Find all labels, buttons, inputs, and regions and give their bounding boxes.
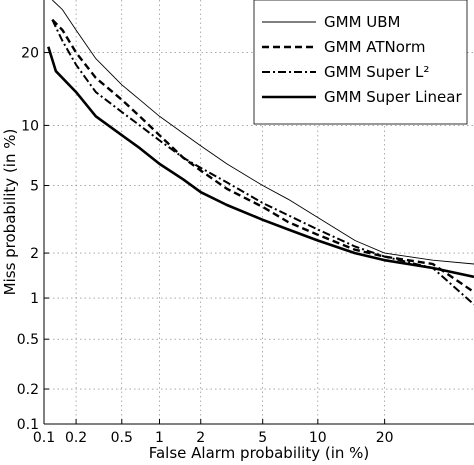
y-tick-label: 20 — [21, 46, 39, 62]
series-line — [47, 46, 474, 279]
legend-box — [253, 0, 468, 125]
x-tick-label: 0.1 — [33, 430, 55, 446]
series-line — [51, 19, 474, 306]
y-tick-label: 5 — [30, 179, 39, 195]
legend-label: GMM Super L² — [324, 63, 429, 81]
y-tick-label: 1 — [30, 291, 39, 307]
y-tick-label: 0.2 — [17, 382, 39, 398]
legend: GMM UBM GMM ATNorm GMM Super L² GMM Super L… — [253, 0, 468, 125]
y-axis-title: Miss probability (in %) — [1, 129, 19, 296]
x-tick-label: 10 — [309, 430, 327, 446]
y-tick-label: 2 — [30, 246, 39, 262]
y-tick-label: 0.5 — [17, 332, 39, 348]
series-group — [47, 0, 474, 306]
x-tick-label: 0.2 — [65, 430, 87, 446]
grid — [44, 0, 474, 424]
x-tick-label: 20 — [376, 430, 394, 446]
legend-label: GMM ATNorm — [324, 38, 425, 56]
legend-label: GMM UBM — [324, 13, 401, 31]
series-line — [51, 18, 474, 294]
y-tick-label: 10 — [21, 118, 39, 134]
x-tick-label: 1 — [155, 430, 164, 446]
y-tick-label: 0.1 — [17, 417, 39, 433]
x-tick-label: 5 — [258, 430, 267, 446]
x-tick-label: 0.5 — [111, 430, 133, 446]
x-axis-title: False Alarm probability (in %) — [149, 444, 370, 462]
legend-label: GMM Super Linear — [324, 88, 462, 106]
ticks: 0.1 0.2 0.5 1 2 5 10 20 0.1 0.2 0.5 1 2 5 10 20 — [17, 46, 394, 446]
series-line — [51, 0, 474, 265]
x-tick-label: 2 — [196, 430, 205, 446]
